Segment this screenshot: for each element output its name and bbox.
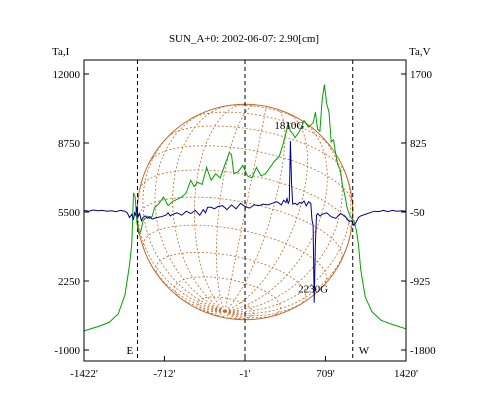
- data-series: [83, 84, 407, 332]
- longitude-line: [205, 310, 226, 314]
- right-axis-label: Ta,V: [409, 46, 431, 58]
- left-tick-label: -1000: [54, 345, 80, 357]
- x-tick-label: -1': [239, 368, 250, 380]
- annotations: 1810G 2230G: [274, 120, 328, 295]
- longitude-line: [172, 104, 231, 312]
- left-tick-label: 8750: [58, 138, 81, 150]
- field-annotation: 1810G: [274, 120, 304, 132]
- longitude-line: [224, 310, 243, 320]
- latitude-line: [174, 276, 281, 318]
- latitude-line: [137, 196, 343, 260]
- longitude-line: [224, 106, 267, 312]
- right-tick-label: -1800: [410, 345, 436, 357]
- longitude-line: [154, 112, 226, 312]
- right-tick-label: -50: [410, 207, 425, 219]
- longitude-line: [224, 165, 352, 313]
- axis-ticks: 12000 8750 5500 2250 -1000 1700 825 -50 -925 -180…: [53, 69, 437, 380]
- longitude-line: [224, 112, 308, 312]
- longitude-line: [224, 310, 281, 319]
- x-tick-label: -1422': [70, 368, 98, 380]
- latitude-line: [149, 145, 353, 204]
- latitude-line: [167, 125, 346, 173]
- limb-marker-label: E: [126, 345, 133, 357]
- x-tick-label: 709': [316, 368, 335, 380]
- latitude-line: [142, 224, 327, 286]
- limb-marker-label: W: [359, 345, 370, 357]
- longitude-line: [216, 104, 256, 312]
- x-tick-label: -712': [153, 368, 175, 380]
- chart-title: SUN_A+0: 2002-06-07: 2.90[cm]: [169, 33, 319, 45]
- latitude-line: [139, 169, 352, 233]
- x-tick-label: 1420': [394, 368, 418, 380]
- field-annotation: 2230G: [298, 284, 328, 296]
- latitude-line: [225, 104, 305, 123]
- longitude-line: [223, 311, 226, 318]
- longitude-line: [137, 194, 225, 312]
- latitude-line: [191, 111, 331, 147]
- longitude-line: [224, 236, 351, 314]
- left-axis-label: Ta,I: [52, 46, 70, 58]
- longitude-line: [194, 103, 245, 312]
- right-tick-label: 825: [410, 138, 427, 150]
- longitude-line: [172, 291, 225, 312]
- left-tick-label: 12000: [53, 69, 81, 81]
- longitude-line: [142, 131, 226, 312]
- solar-disk-grid: [136, 103, 354, 321]
- longitude-line: [150, 263, 225, 312]
- left-tick-label: 2250: [58, 276, 81, 288]
- right-tick-label: 1700: [410, 69, 433, 81]
- longitude-line: [193, 306, 225, 313]
- series-polarization-line: [83, 140, 407, 303]
- right-tick-label: -925: [410, 276, 431, 288]
- longitude-line: [224, 109, 286, 312]
- left-tick-label: 5500: [58, 207, 81, 219]
- longitude-line: [224, 310, 255, 320]
